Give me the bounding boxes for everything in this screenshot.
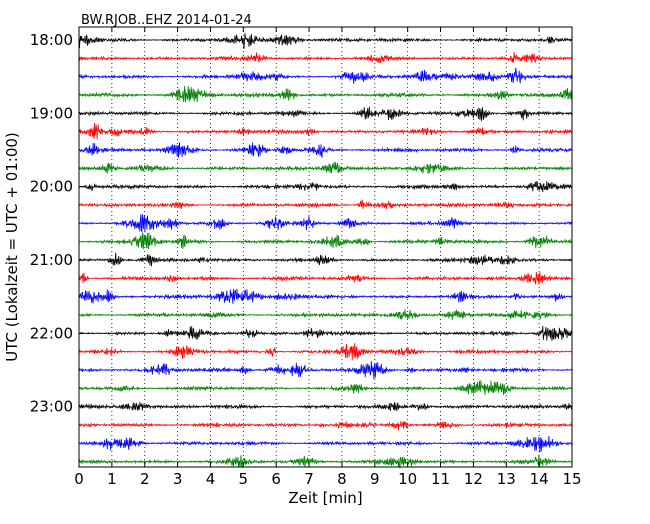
trace-line: [78, 325, 573, 341]
trace-line: [78, 199, 573, 210]
x-tick-label: 9: [370, 470, 380, 488]
plot-frame: [78, 26, 573, 468]
y-tick-label: 22:00: [30, 324, 73, 342]
trace-line: [78, 52, 573, 64]
trace-line: [78, 162, 573, 175]
trace-line: [78, 214, 573, 233]
x-tick-label: 8: [337, 470, 347, 488]
x-tick-label: 7: [304, 470, 314, 488]
trace-line: [78, 380, 573, 396]
trace-line: [78, 106, 573, 122]
y-tick-label: 23:00: [30, 398, 73, 416]
y-axis: 18:00 19:00 20:00 21:00 22:00 23:00: [30, 31, 572, 416]
x-tick-label: 13: [497, 470, 516, 488]
traces: [78, 33, 573, 469]
trace-line: [78, 309, 573, 321]
trace-line: [78, 85, 573, 103]
trace-line: [78, 180, 573, 193]
trace-line: [78, 271, 573, 286]
trace-line: [78, 343, 572, 361]
x-axis: 0 1 2 3 4 5 6 7 8 9 10 11 12 13 14 15: [74, 27, 582, 488]
grid-lines: [111, 27, 540, 467]
trace-line: [78, 454, 573, 469]
y-tick-label: 19:00: [30, 104, 73, 122]
x-tick-label: 2: [140, 470, 150, 488]
x-tick-label: 15: [562, 470, 581, 488]
x-tick-label: 3: [173, 470, 183, 488]
plot-background: [79, 27, 572, 467]
x-tick-label: 6: [271, 470, 281, 488]
trace-line: [78, 401, 573, 412]
trace-line: [78, 288, 573, 304]
trace-line: [78, 67, 573, 84]
chart-title: BW.RJOB..EHZ 2014-01-24: [81, 13, 252, 28]
y-axis-label: UTC (Lokalzeit = UTC + 01:00): [3, 132, 21, 362]
y-tick-label: 21:00: [30, 251, 73, 269]
trace-line: [78, 420, 573, 431]
x-tick-label: 14: [530, 470, 549, 488]
x-tick-label: 4: [206, 470, 216, 488]
trace-line: [78, 232, 573, 250]
x-tick-label: 11: [431, 470, 450, 488]
trace-line: [78, 252, 573, 267]
trace-line: [78, 360, 573, 380]
y-tick-label: 18:00: [30, 31, 73, 49]
x-axis-label: Zeit [min]: [288, 489, 362, 507]
trace-line: [78, 142, 573, 159]
x-tick-label: 1: [107, 470, 117, 488]
x-tick-label: 0: [74, 470, 84, 488]
trace-line: [78, 435, 573, 453]
y-tick-label: 20:00: [30, 178, 73, 196]
x-tick-label: 10: [398, 470, 417, 488]
trace-line: [78, 33, 573, 50]
x-tick-label: 12: [464, 470, 483, 488]
x-tick-label: 5: [239, 470, 249, 488]
trace-line: [78, 122, 573, 140]
